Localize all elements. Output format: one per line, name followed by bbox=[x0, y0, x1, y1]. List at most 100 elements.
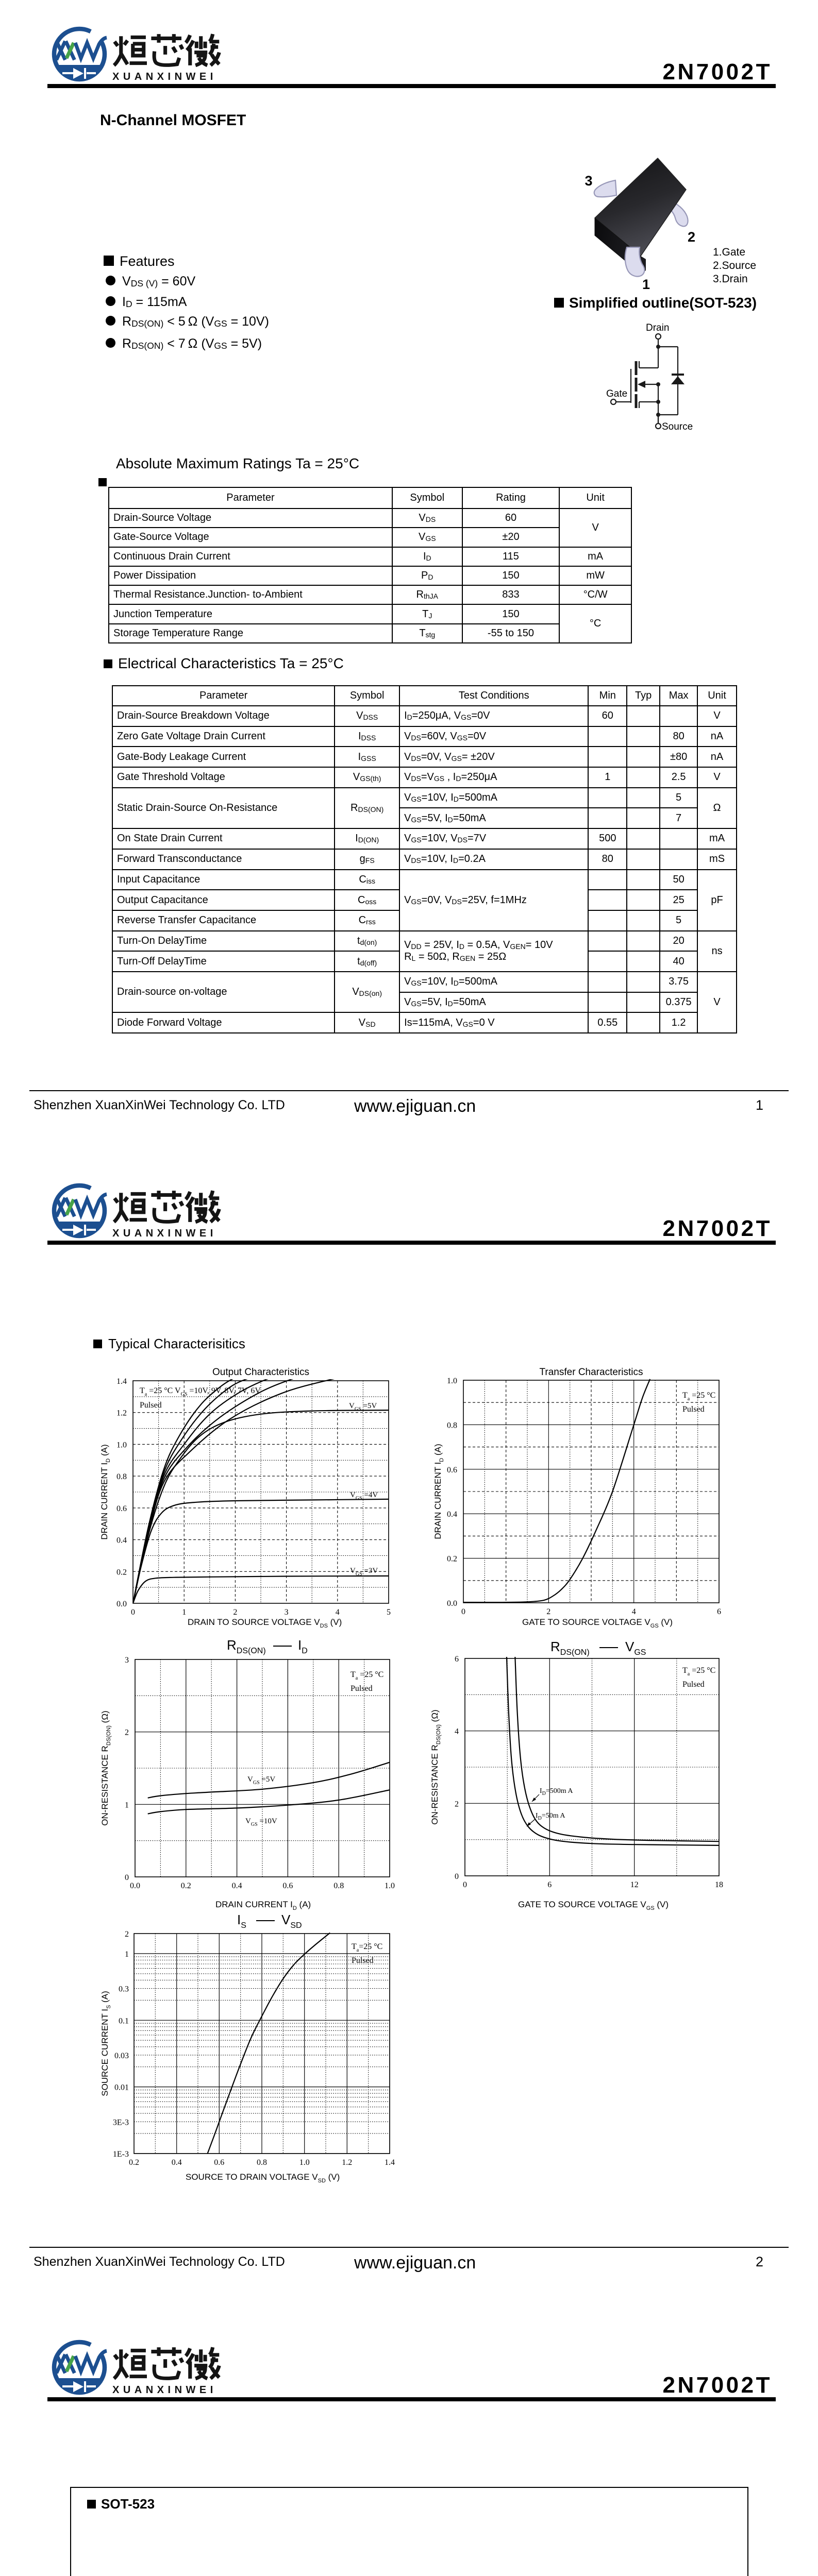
svg-text:Ta​ =25 °C: Ta​ =25 °C bbox=[682, 1666, 715, 1677]
svg-text:VGS​ =10V: VGS​ =10V bbox=[245, 1817, 277, 1827]
svg-text:0.03: 0.03 bbox=[114, 2052, 129, 2060]
svg-text:0: 0 bbox=[461, 1607, 465, 1616]
svg-text:2: 2 bbox=[125, 1930, 129, 1939]
svg-text:Ta​ =25 °C: Ta​ =25 °C bbox=[350, 1670, 383, 1681]
svg-text:VGS​ =3V: VGS​ =3V bbox=[350, 1567, 378, 1577]
svg-text:2: 2 bbox=[125, 1728, 129, 1737]
svg-text:VGS​ =4V: VGS​ =4V bbox=[350, 1491, 378, 1501]
svg-text:0: 0 bbox=[131, 1608, 135, 1617]
svg-text:1: 1 bbox=[182, 1608, 186, 1617]
svg-text:4: 4 bbox=[632, 1607, 636, 1616]
svg-text:Pulsed: Pulsed bbox=[140, 1401, 162, 1410]
svg-text:0.6: 0.6 bbox=[116, 1504, 127, 1513]
svg-text:4: 4 bbox=[455, 1727, 459, 1736]
svg-text:12: 12 bbox=[630, 1880, 639, 1889]
svg-text:XUANXINWEI: XUANXINWEI bbox=[112, 71, 217, 82]
svg-text:0.8: 0.8 bbox=[116, 1472, 127, 1481]
svg-text:0.4: 0.4 bbox=[116, 1536, 127, 1545]
svg-text:GATE TO SOURCE VOLTAGE VGS​: GATE TO SOURCE VOLTAGE VGS​ (V) bbox=[522, 1617, 673, 1629]
svg-text:Source: Source bbox=[662, 421, 693, 432]
svg-text:VSD: VSD bbox=[281, 1912, 302, 1930]
svg-text:6: 6 bbox=[455, 1655, 459, 1664]
svg-text:VGS: VGS bbox=[625, 1639, 646, 1657]
svg-text:1.Gate: 1.Gate bbox=[713, 246, 745, 258]
svg-text:1.0: 1.0 bbox=[385, 1882, 395, 1890]
svg-text:0.2: 0.2 bbox=[116, 1568, 127, 1577]
svg-text:1.2: 1.2 bbox=[342, 2158, 352, 2167]
svg-text:0: 0 bbox=[125, 1873, 129, 1882]
svg-text:1.4: 1.4 bbox=[385, 2158, 395, 2167]
svg-text:Drain: Drain bbox=[646, 323, 669, 333]
svg-text:2: 2 bbox=[688, 229, 695, 245]
svg-text:VGS​ =5V: VGS​ =5V bbox=[247, 1775, 275, 1786]
svg-text:2.Source: 2.Source bbox=[713, 260, 756, 272]
svg-text:DRAIN CURRENT ID​ (A): DRAIN CURRENT ID​ (A) bbox=[215, 1900, 311, 1911]
svg-text:Pulsed: Pulsed bbox=[682, 1405, 705, 1414]
svg-text:VGS​ =5V: VGS​ =5V bbox=[349, 1402, 377, 1412]
svg-text:Ta​ =25 °C: Ta​ =25 °C bbox=[682, 1391, 715, 1402]
svg-text:3: 3 bbox=[285, 1608, 289, 1617]
svg-text:18: 18 bbox=[715, 1880, 723, 1889]
svg-text:GATE TO SOURCE VOLTAGE VGS​: GATE TO SOURCE VOLTAGE VGS​ (V) bbox=[518, 1900, 669, 1911]
svg-text:4: 4 bbox=[336, 1608, 340, 1617]
svg-text:0.4: 0.4 bbox=[232, 1882, 242, 1890]
svg-text:DRAIN CURRENT ID​ (A): DRAIN CURRENT ID​ (A) bbox=[99, 1444, 111, 1539]
svg-text:0.3: 0.3 bbox=[119, 1985, 129, 1994]
svg-text:0.6: 0.6 bbox=[214, 2158, 224, 2167]
svg-text:Transfer Characteristics: Transfer Characteristics bbox=[540, 1367, 643, 1378]
svg-text:0.0: 0.0 bbox=[447, 1599, 457, 1608]
svg-text:2: 2 bbox=[546, 1607, 550, 1616]
svg-text:1.0: 1.0 bbox=[299, 2158, 310, 2167]
svg-text:0.8: 0.8 bbox=[333, 1882, 344, 1890]
svg-text:1.0: 1.0 bbox=[447, 1377, 457, 1385]
svg-text:0.8: 0.8 bbox=[257, 2158, 267, 2167]
svg-text:0: 0 bbox=[463, 1880, 467, 1889]
svg-text:ID=50m A: ID=50m A bbox=[536, 1812, 565, 1821]
svg-text:Output Characteristics: Output Characteristics bbox=[212, 1367, 309, 1378]
svg-text:3.Drain: 3.Drain bbox=[713, 273, 748, 285]
svg-text:SOURCE CURRENT IS (A): SOURCE CURRENT IS (A) bbox=[100, 1991, 112, 2096]
svg-text:1.4: 1.4 bbox=[116, 1377, 127, 1386]
svg-text:Ta​ =25 °C VGS​ =10V, 9V, 8V,: Ta​ =25 °C VGS​ =10V, 9V, 8V, 7V, 6V bbox=[140, 1386, 261, 1397]
svg-text:0.6: 0.6 bbox=[282, 1882, 293, 1890]
svg-text:6: 6 bbox=[547, 1880, 552, 1889]
svg-text:IS: IS bbox=[237, 1912, 246, 1930]
svg-text:Pulsed: Pulsed bbox=[350, 1684, 373, 1693]
svg-text:Pulsed: Pulsed bbox=[682, 1680, 705, 1689]
svg-text:0.4: 0.4 bbox=[447, 1510, 457, 1519]
svg-text:0.6: 0.6 bbox=[447, 1466, 457, 1475]
svg-text:DRAIN TO SOURCE VOLTAGE VDS​: DRAIN TO SOURCE VOLTAGE VDS​ (V) bbox=[188, 1617, 342, 1629]
svg-text:3E-3: 3E-3 bbox=[113, 2118, 129, 2127]
svg-text:0.2: 0.2 bbox=[447, 1555, 457, 1564]
svg-text:5: 5 bbox=[387, 1608, 391, 1617]
svg-text:ON-RESISTANCE RDS(ON) (Ω): ON-RESISTANCE RDS(ON) (Ω) bbox=[100, 1710, 112, 1825]
svg-text:1: 1 bbox=[125, 1801, 129, 1809]
svg-text:1.0: 1.0 bbox=[116, 1440, 127, 1449]
svg-text:ID: ID bbox=[298, 1637, 308, 1655]
svg-text:XUANXINWEI: XUANXINWEI bbox=[112, 2384, 217, 2396]
svg-text:0.8: 0.8 bbox=[447, 1421, 457, 1430]
svg-text:Gate: Gate bbox=[606, 388, 627, 399]
svg-text:Ta​=25 °C: Ta​=25 °C bbox=[352, 1942, 382, 1953]
svg-text:3: 3 bbox=[125, 1656, 129, 1665]
svg-text:0.1: 0.1 bbox=[119, 2016, 129, 2025]
svg-text:1: 1 bbox=[642, 277, 650, 292]
svg-text:0.2: 0.2 bbox=[181, 1882, 191, 1890]
svg-text:0.4: 0.4 bbox=[172, 2158, 182, 2167]
svg-text:XUANXINWEI: XUANXINWEI bbox=[112, 1228, 217, 1239]
svg-text:RDS(ON): RDS(ON) bbox=[227, 1637, 266, 1655]
svg-text:DRAIN CURRENT ID​ (A): DRAIN CURRENT ID​ (A) bbox=[433, 1444, 445, 1539]
svg-text:SOURCE TO DRAIN VOLTAGE VSD​: SOURCE TO DRAIN VOLTAGE VSD​ (V) bbox=[186, 2172, 340, 2184]
svg-text:1: 1 bbox=[125, 1950, 129, 1959]
svg-text:0: 0 bbox=[455, 1872, 459, 1881]
svg-text:0.0: 0.0 bbox=[116, 1600, 127, 1608]
svg-text:0.0: 0.0 bbox=[130, 1882, 140, 1890]
svg-text:3: 3 bbox=[585, 173, 592, 189]
svg-text:0.01: 0.01 bbox=[114, 2083, 129, 2092]
svg-text:2: 2 bbox=[233, 1608, 237, 1617]
svg-text:1E-3: 1E-3 bbox=[113, 2150, 129, 2159]
svg-text:0.2: 0.2 bbox=[129, 2158, 139, 2167]
svg-text:ID=500m A: ID=500m A bbox=[540, 1787, 573, 1797]
svg-text:6: 6 bbox=[717, 1607, 721, 1616]
svg-text:2: 2 bbox=[455, 1800, 459, 1808]
